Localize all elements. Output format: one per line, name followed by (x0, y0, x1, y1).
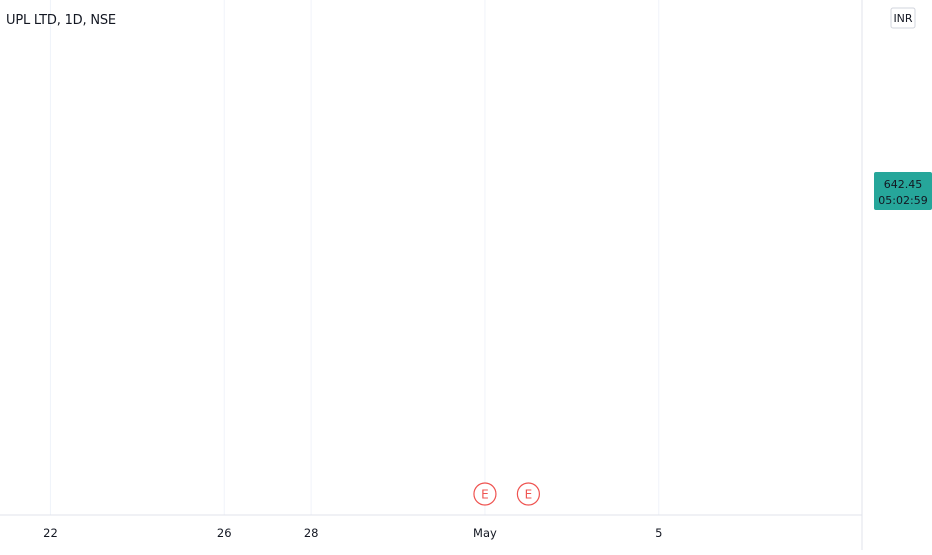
time-tick-label: 28 (304, 526, 319, 540)
earnings-marker[interactable] (516, 482, 541, 506)
time-tick-label: 26 (217, 526, 232, 540)
earnings-marker-label: E (481, 488, 489, 502)
price-axis[interactable]: INR 600.00610.00620.00630.00650.00660.00… (861, 0, 932, 550)
current-price-tag-bg (874, 172, 932, 210)
price-axis-bg (862, 0, 932, 550)
symbol-title[interactable]: UPL LTD, 1D, NSE (6, 13, 116, 28)
time-tick-label: May (473, 526, 497, 540)
countdown-timer: 05:02:59 (878, 194, 927, 207)
time-tick-label: 22 (43, 526, 58, 540)
earnings-marker[interactable] (473, 482, 497, 506)
time-axis[interactable]: 222628May510121719 (0, 514, 932, 540)
time-tick-label: 5 (655, 526, 662, 540)
current-price-tag: 642.45 05:02:59 (874, 172, 932, 210)
current-price-value: 642.45 (884, 178, 923, 191)
earnings-marker-label: E (525, 488, 533, 502)
currency-label: INR (893, 12, 912, 25)
grid-layer (49, 0, 877, 515)
currency-badge[interactable] (890, 7, 916, 29)
